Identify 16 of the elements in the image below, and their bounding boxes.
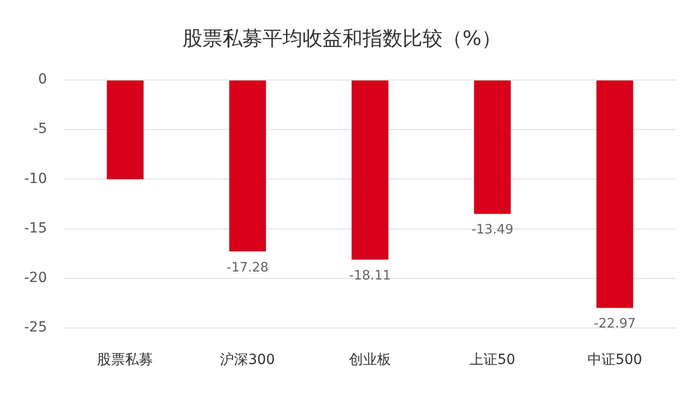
data-label: -18.11 <box>349 268 391 284</box>
x-tick-label: 股票私募 <box>97 352 154 368</box>
y-tick-label: -5 <box>33 121 47 138</box>
y-tick-label: -20 <box>24 270 47 286</box>
chart-title: 股票私募平均收益和指数比较（%） <box>182 26 502 50</box>
x-tick-label: 中证500 <box>587 352 642 368</box>
data-label: -13.49 <box>471 222 514 238</box>
y-tick-label: -10 <box>24 170 47 187</box>
x-tick-label: 沪深300 <box>220 352 275 368</box>
y-tick-label: -15 <box>24 220 47 236</box>
x-tick-label: 创业板 <box>349 352 391 368</box>
data-label: -22.97 <box>594 316 636 332</box>
y-tick-label: 0 <box>38 72 47 88</box>
data-label: -17.28 <box>226 260 269 276</box>
y-tick-label: -25 <box>24 320 47 336</box>
x-tick-label: 上证50 <box>469 352 516 368</box>
